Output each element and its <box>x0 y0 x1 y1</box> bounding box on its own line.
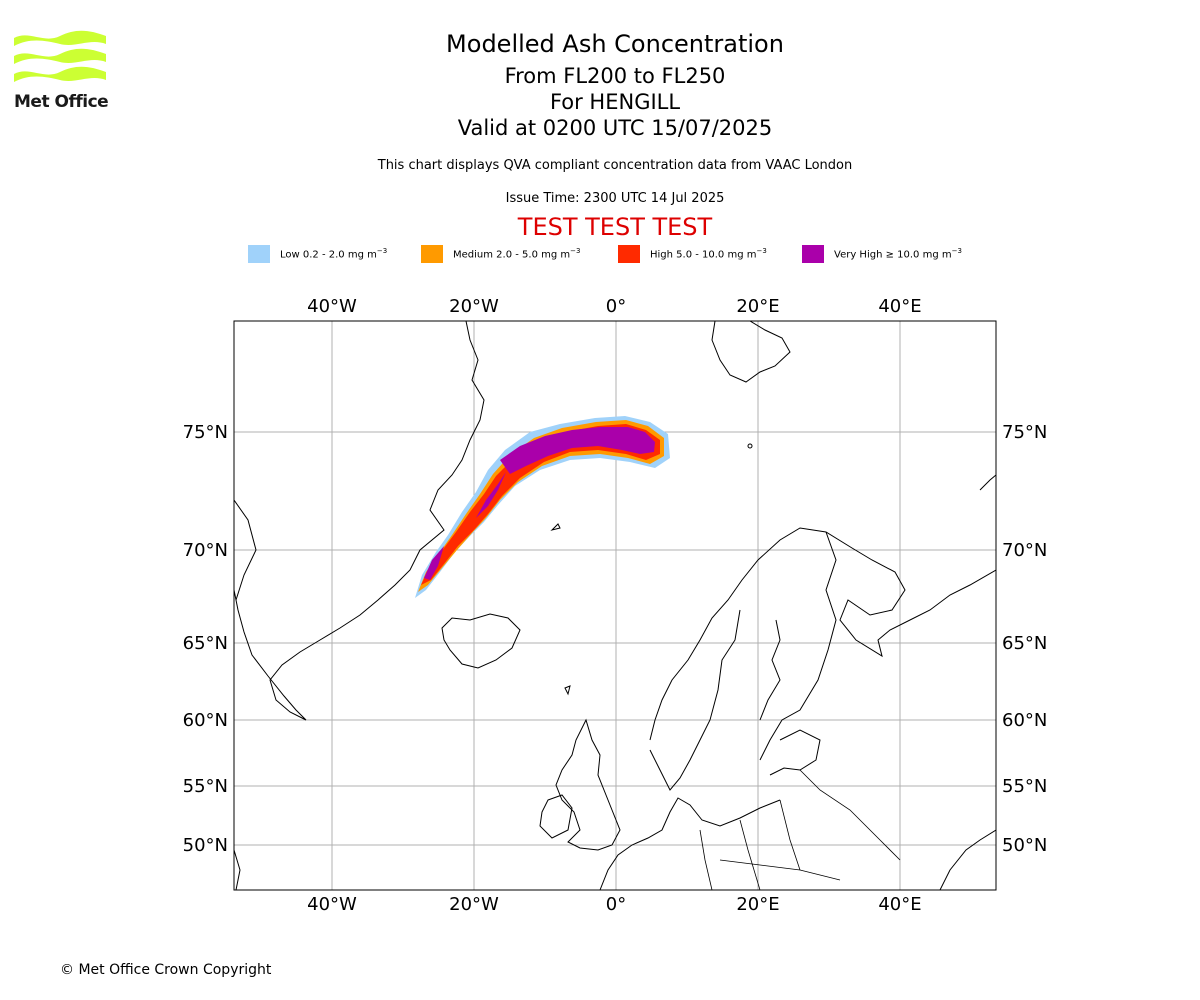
lat-label-left-65n: 65°N <box>183 633 228 654</box>
chart-title: Modelled Ash Concentration <box>446 30 784 58</box>
lon-label-bottom-40w: 40°W <box>307 894 357 915</box>
lat-label-right-55n: 55°N <box>1002 776 1047 797</box>
lon-label-top-20w: 20°W <box>449 296 499 317</box>
lat-label-left-70n: 70°N <box>183 540 228 561</box>
lat-label-left-55n: 55°N <box>183 776 228 797</box>
lon-label-bottom-0: 0° <box>606 894 626 915</box>
lat-label-left-50n: 50°N <box>183 835 228 856</box>
lon-label-top-20e: 20°E <box>736 296 779 317</box>
legend-swatch-very-high <box>802 245 824 263</box>
legend-item-low: Low 0.2 - 2.0 mg m−3 <box>248 244 387 264</box>
legend-item-medium: Medium 2.0 - 5.0 mg m−3 <box>421 244 580 264</box>
test-banner: TEST TEST TEST <box>517 213 713 241</box>
legend-swatch-high <box>618 245 640 263</box>
legend-label-very-high: Very High ≥ 10.0 mg m−3 <box>834 247 962 261</box>
legend-item-very-high: Very High ≥ 10.0 mg m−3 <box>802 244 962 264</box>
lat-label-right-60n: 60°N <box>1002 710 1047 731</box>
legend-label-high: High 5.0 - 10.0 mg m−3 <box>650 247 767 261</box>
lon-label-top-40w: 40°W <box>307 296 357 317</box>
plume-very-high <box>424 427 655 580</box>
met-office-logo-text: Met Office <box>14 92 109 112</box>
lat-label-right-70n: 70°N <box>1002 540 1047 561</box>
legend-swatch-low <box>248 245 270 263</box>
lat-label-right-75n: 75°N <box>1002 422 1047 443</box>
lon-label-top-0: 0° <box>606 296 626 317</box>
lat-label-right-50n: 50°N <box>1002 835 1047 856</box>
lon-label-bottom-40e: 40°E <box>878 894 921 915</box>
map-gridlines <box>234 321 996 890</box>
coastlines <box>234 321 996 890</box>
lon-label-bottom-20w: 20°W <box>449 894 499 915</box>
chart-subtitle: This chart displays QVA compliant concen… <box>377 158 853 173</box>
met-office-logo-icon <box>14 30 106 82</box>
legend-item-high: High 5.0 - 10.0 mg m−3 <box>618 244 767 264</box>
lon-label-bottom-20e: 20°E <box>736 894 779 915</box>
flight-level-range: From FL200 to FL250 <box>504 64 726 88</box>
map-frame <box>233 320 997 891</box>
legend-swatch-medium <box>421 245 443 263</box>
copyright-notice: © Met Office Crown Copyright <box>60 962 272 978</box>
valid-time: Valid at 0200 UTC 15/07/2025 <box>457 116 773 140</box>
lat-label-left-75n: 75°N <box>183 422 228 443</box>
legend-label-medium: Medium 2.0 - 5.0 mg m−3 <box>453 247 581 261</box>
ash-plume <box>415 416 670 598</box>
lat-label-right-65n: 65°N <box>1002 633 1047 654</box>
lon-label-top-40e: 40°E <box>878 296 921 317</box>
issue-time: Issue Time: 2300 UTC 14 Jul 2025 <box>505 191 725 206</box>
volcano-name: For HENGILL <box>549 90 681 114</box>
lat-label-left-60n: 60°N <box>183 710 228 731</box>
legend-label-low: Low 0.2 - 2.0 mg m−3 <box>280 247 388 261</box>
